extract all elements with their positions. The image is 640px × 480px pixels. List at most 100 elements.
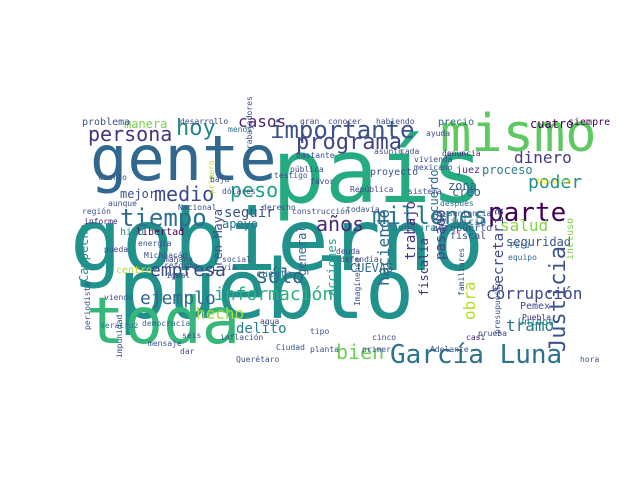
word-familiares: familiares bbox=[457, 247, 466, 296]
word-pemex: Pemex bbox=[520, 301, 551, 312]
word-sólo: sólo bbox=[256, 264, 305, 288]
word-baja: baja bbox=[210, 175, 230, 184]
word-salud: salud bbox=[500, 216, 549, 235]
word-programa: programa bbox=[296, 130, 402, 155]
word-cuevas: CUEVAS bbox=[350, 261, 394, 275]
word-tipo: tipo bbox=[310, 327, 330, 336]
word-tren: Tren bbox=[439, 212, 448, 232]
word-mejor: mejor bbox=[120, 187, 157, 201]
word-fiscalía: fiscalía bbox=[417, 238, 431, 296]
word-derecho: derecho bbox=[262, 203, 296, 212]
word-casi: casi bbox=[466, 333, 486, 342]
word-presupuesto: presupuesto bbox=[493, 281, 502, 334]
word-zona: zona bbox=[448, 179, 477, 193]
word-corrupción: corrupción bbox=[486, 284, 583, 303]
word-imagínense: Imagínense bbox=[353, 257, 362, 306]
word-fiscal: fiscal bbox=[450, 231, 487, 242]
word-construcción: construcción bbox=[292, 207, 350, 216]
word-país: país bbox=[272, 120, 484, 223]
word-bien: bien bbox=[336, 340, 385, 364]
word-puebla: Puebla bbox=[522, 313, 551, 322]
word-dólares: dólares bbox=[222, 187, 256, 196]
word-casos: casos bbox=[238, 112, 287, 131]
word-viendo: viendo bbox=[104, 293, 133, 302]
word-precio: precio bbox=[438, 117, 475, 128]
word-igual: igual bbox=[166, 271, 191, 280]
word-social: social bbox=[222, 255, 251, 264]
word-sonora: sonora bbox=[400, 223, 437, 234]
word-aeropuerto: aeropuerto bbox=[432, 223, 493, 234]
word-república: República bbox=[350, 185, 394, 194]
word-deuda: deuda bbox=[336, 247, 361, 256]
word-centro: centro bbox=[116, 265, 153, 276]
word-planta: planta bbox=[310, 345, 339, 354]
word-problema: problema bbox=[82, 117, 131, 128]
word-veracruz: Veracruz bbox=[100, 321, 139, 330]
word-bastante: bastante bbox=[296, 151, 335, 160]
word-ciudad: Ciudad bbox=[276, 343, 305, 352]
word-delito: delito bbox=[236, 321, 287, 337]
word-adelante: Adelante bbox=[430, 345, 469, 354]
word-hizo: hizo bbox=[120, 227, 145, 238]
word-mañana: mañana bbox=[164, 255, 193, 264]
word-equipo: equipo bbox=[508, 253, 537, 262]
word-aunque: aunque bbox=[108, 199, 137, 208]
word-querétaro: Querétaro bbox=[236, 355, 280, 364]
word-denuncia: denuncia bbox=[442, 149, 481, 158]
word-vía: vía bbox=[222, 263, 237, 272]
word-cuatro: cuatro bbox=[530, 117, 574, 131]
word-años: años bbox=[316, 212, 365, 236]
word-perú: Perú bbox=[510, 241, 530, 250]
word-garcía-luna: García Luna bbox=[390, 340, 563, 370]
word-tramo: tramo bbox=[506, 316, 555, 335]
word-habiendo: habiendo bbox=[376, 117, 415, 126]
word-siempre: siempre bbox=[568, 117, 611, 128]
word-través: través bbox=[380, 223, 417, 234]
word-unidos: Unidos bbox=[518, 317, 555, 328]
word-nacional: Nacional bbox=[178, 203, 217, 212]
word-ejemplo: ejemplo bbox=[140, 288, 216, 309]
word-dar: dar bbox=[180, 347, 195, 356]
word-proceso: proceso bbox=[482, 163, 533, 177]
word-medio: medio bbox=[154, 182, 215, 206]
word-toda: toda bbox=[86, 285, 241, 359]
word-conocer: conocer bbox=[328, 117, 362, 126]
word-secretaría: Secretaría bbox=[491, 207, 507, 292]
word-michoacán: Michoacán bbox=[144, 251, 188, 260]
word-parte: parte bbox=[488, 198, 567, 228]
word-persona: persona bbox=[88, 122, 173, 146]
word-mexicano: mexicano bbox=[414, 163, 453, 172]
word-cada: cada bbox=[400, 147, 420, 156]
word-agua: agua bbox=[260, 317, 280, 326]
word-periodista: periodista bbox=[83, 281, 92, 330]
word-inflación: inflación bbox=[220, 333, 264, 342]
word-gente: gente bbox=[90, 122, 277, 195]
word-asunto: asunto bbox=[374, 147, 403, 156]
word-defendía: defendía bbox=[340, 255, 379, 264]
word-favor: favor bbox=[310, 177, 335, 186]
word-tiempo: tiempo bbox=[120, 204, 207, 232]
word-gobierno: gobierno bbox=[70, 191, 485, 291]
word-creo: creo bbox=[452, 185, 481, 199]
word-cuenta: cuenta bbox=[256, 269, 293, 280]
word-incluso: incluso bbox=[565, 217, 576, 260]
word-general: general bbox=[295, 225, 309, 276]
word-desarrollo: desarrollo bbox=[180, 117, 229, 126]
word-manera: manera bbox=[124, 117, 168, 131]
word-juicio: juicio bbox=[450, 217, 487, 228]
word-seis: seis bbox=[182, 331, 202, 340]
word-hecho: hecho bbox=[196, 304, 245, 323]
word-ayuda: ayuda bbox=[426, 129, 451, 138]
word-impunidad: impunidad bbox=[115, 314, 124, 358]
word-campeche: Campeche bbox=[77, 224, 91, 282]
word-pública: pública bbox=[290, 165, 324, 174]
word-empresa: empresa bbox=[150, 260, 226, 281]
word-proyecto: proyecto bbox=[370, 167, 419, 178]
word-seguir: seguir bbox=[224, 205, 275, 221]
word-reforma: reforma bbox=[164, 261, 198, 270]
word-poder: poder bbox=[528, 172, 583, 193]
word-energía: energía bbox=[138, 239, 172, 248]
word-hoy: hoy bbox=[176, 116, 216, 141]
word-morelos: Morelos bbox=[538, 177, 572, 186]
